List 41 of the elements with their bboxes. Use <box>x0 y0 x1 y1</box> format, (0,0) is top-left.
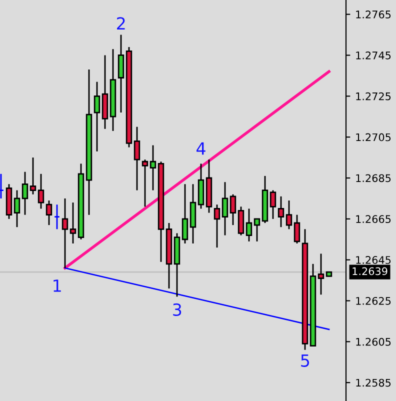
y-tick-label: 1.2585 <box>356 378 391 387</box>
candlestick <box>294 214 300 244</box>
annotation: 1 <box>54 280 61 292</box>
ref-line-label: 1.2639 <box>352 267 388 276</box>
y-tick-label: 1.2725 <box>356 92 391 100</box>
candlestick <box>70 202 76 244</box>
candlestick <box>238 206 244 236</box>
y-tick-label: 1.2685 <box>356 174 391 182</box>
candlestick <box>46 200 52 226</box>
candlestick <box>134 126 140 191</box>
y-tick-label: 1.2645 <box>356 256 391 264</box>
y-tick-label: 1.2765 <box>356 10 391 18</box>
y-tick-label: 1.2665 <box>356 215 391 224</box>
y-tick-label: 1.2705 <box>356 133 391 142</box>
candlestick <box>270 190 276 220</box>
candlestick <box>286 200 292 230</box>
candlestick <box>230 194 236 226</box>
candlestick <box>222 181 228 236</box>
candlestick <box>254 218 260 242</box>
annotation: 5 <box>301 354 310 367</box>
y-tick-label: 1.2745 <box>356 51 391 60</box>
candlestick <box>214 204 220 248</box>
candlestick <box>318 253 324 296</box>
candlestick <box>246 208 252 242</box>
candlestick <box>150 144 156 191</box>
candlestick <box>118 34 124 114</box>
annotation: 2 <box>117 17 125 30</box>
candlestick <box>14 190 20 228</box>
candlestick <box>182 183 188 244</box>
annotation: 4 <box>196 142 206 155</box>
y-tick-label: 1.2625 <box>356 296 391 305</box>
candlestick <box>278 196 284 228</box>
candlestick <box>22 171 28 216</box>
candlestick <box>30 156 36 196</box>
candlestick <box>94 81 100 152</box>
candlestick <box>62 198 68 269</box>
candlestick <box>38 173 44 210</box>
candlestick <box>142 158 148 208</box>
candlestick <box>54 204 60 230</box>
annotation: 3 <box>173 303 182 316</box>
y-tick-label: 1.2605 <box>356 338 391 346</box>
